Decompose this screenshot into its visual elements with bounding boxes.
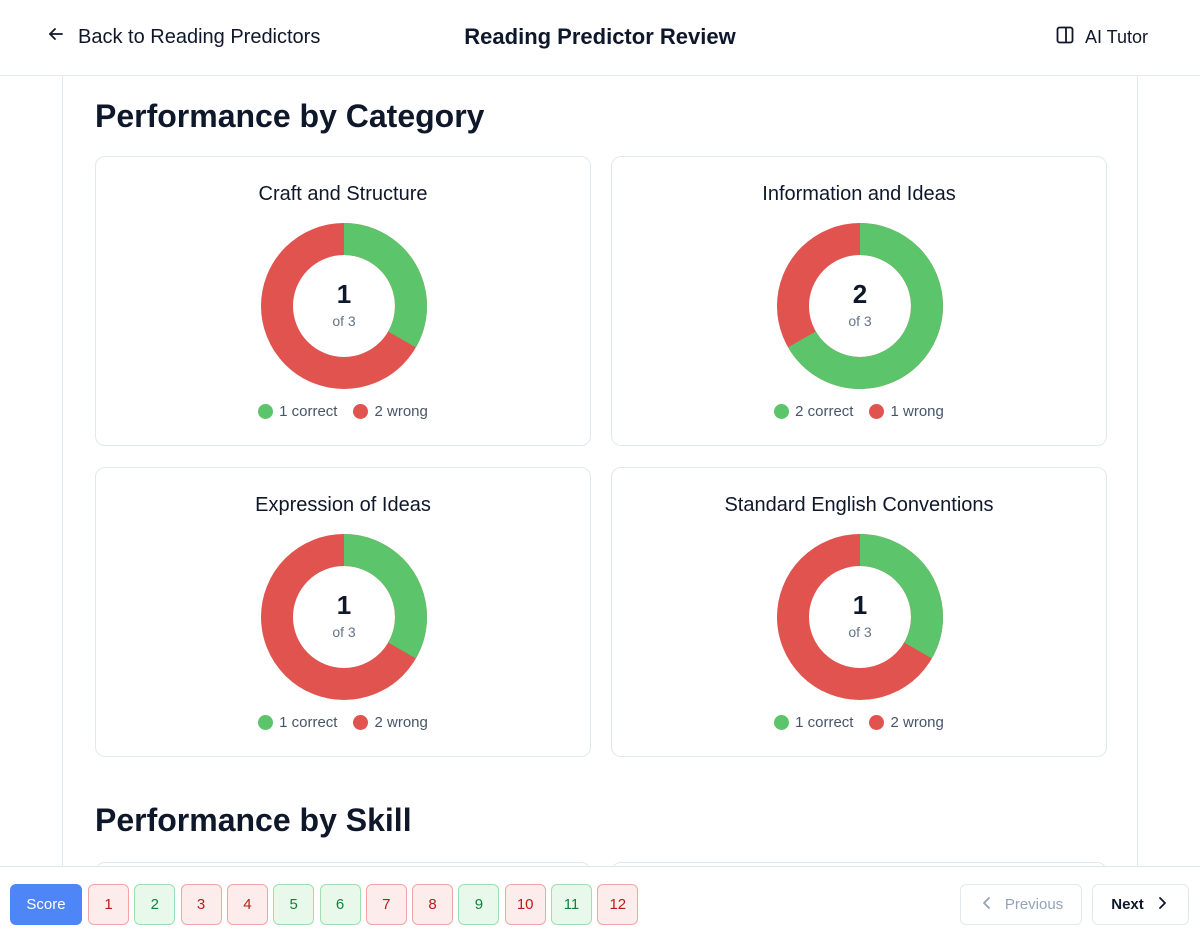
sidebar-panel-icon	[1055, 25, 1075, 50]
legend-correct-label: 1 correct	[279, 714, 338, 731]
wrong-dot-icon	[869, 404, 885, 419]
legend-wrong: 2 wrong	[353, 403, 428, 420]
donut-center-label: 2 of 3	[777, 279, 943, 329]
category-donut-chart: 2 of 3	[777, 223, 943, 389]
skill-section-title: Performance by Skill	[95, 802, 412, 838]
correct-count: 1	[852, 590, 868, 620]
donut-legend: 2 correct 1 wrong	[612, 403, 1106, 420]
legend-correct: 1 correct	[258, 714, 337, 731]
chevron-left-icon	[979, 895, 995, 915]
legend-wrong-label: 2 wrong	[890, 714, 944, 731]
donut-center-label: 1 of 3	[777, 590, 943, 640]
back-to-reading-predictors-link[interactable]: Back to Reading Predictors	[46, 22, 320, 52]
donut-legend: 1 correct 2 wrong	[612, 714, 1106, 731]
review-content[interactable]: Performance by Category Craft and Struct…	[62, 76, 1138, 866]
correct-dot-icon	[258, 715, 274, 730]
ai-tutor-button[interactable]: AI Tutor	[1055, 22, 1148, 52]
legend-correct-label: 1 correct	[795, 714, 854, 731]
question-button-5[interactable]: 5	[273, 884, 315, 925]
next-label: Next	[1111, 896, 1144, 913]
legend-correct-label: 2 correct	[795, 403, 854, 420]
legend-wrong: 1 wrong	[869, 403, 944, 420]
donut-correct-arc	[261, 534, 427, 700]
donut-legend: 1 correct 2 wrong	[96, 714, 590, 731]
previous-label: Previous	[1004, 896, 1064, 913]
question-button-6[interactable]: 6	[319, 884, 361, 925]
donut-center-label: 1 of 3	[261, 590, 427, 640]
legend-correct: 1 correct	[258, 403, 337, 420]
score-button[interactable]: Score	[10, 884, 82, 925]
question-button-10[interactable]: 10	[504, 884, 546, 925]
next-button[interactable]: Next	[1092, 884, 1189, 925]
arrow-left-icon	[46, 24, 66, 50]
wrong-dot-icon	[869, 715, 885, 730]
legend-correct: 2 correct	[774, 403, 853, 420]
donut-correct-arc	[261, 223, 427, 389]
category-card: Information and Ideas 2 of 3 2 correct 1 wro…	[611, 156, 1107, 446]
total-count-label: of 3	[848, 624, 872, 640]
question-button-9[interactable]: 9	[458, 884, 500, 925]
legend-wrong-label: 1 wrong	[890, 403, 944, 420]
legend-correct-label: 1 correct	[279, 403, 338, 420]
total-count-label: of 3	[332, 624, 356, 640]
correct-dot-icon	[774, 715, 790, 730]
legend-wrong: 2 wrong	[869, 714, 944, 731]
question-button-1[interactable]: 1	[88, 884, 129, 925]
back-link-label: Back to Reading Predictors	[78, 25, 321, 48]
category-donut-chart: 1 of 3	[777, 534, 943, 700]
question-button-12[interactable]: 12	[597, 884, 639, 925]
legend-wrong-label: 2 wrong	[374, 714, 428, 731]
question-navigator: Score 1 2 3 4 5 6 7 8 9 10 11 12 Previous Next	[0, 866, 1200, 932]
chevron-right-icon	[1154, 895, 1170, 915]
correct-dot-icon	[258, 404, 274, 419]
category-title: Expression of Ideas	[255, 494, 431, 516]
top-bar: Back to Reading Predictors Reading Predi…	[0, 0, 1200, 76]
ai-tutor-label: AI Tutor	[1084, 26, 1148, 47]
correct-count: 1	[336, 279, 352, 309]
category-card: Expression of Ideas 1 of 3 1 correct 2 wrong	[95, 467, 591, 757]
category-card: Standard English Conventions 1 of 3 1 corre…	[611, 467, 1107, 757]
wrong-dot-icon	[353, 404, 369, 419]
donut-correct-arc	[777, 534, 943, 700]
category-title: Standard English Conventions	[724, 494, 994, 516]
donut-legend: 1 correct 2 wrong	[96, 403, 590, 420]
previous-button[interactable]: Previous	[960, 884, 1082, 925]
legend-wrong: 2 wrong	[353, 714, 428, 731]
total-count-label: of 3	[332, 313, 356, 329]
question-button-8[interactable]: 8	[412, 884, 454, 925]
category-donut-chart: 1 of 3	[261, 223, 427, 389]
category-title: Craft and Structure	[258, 183, 428, 205]
question-button-2[interactable]: 2	[134, 884, 176, 925]
category-donut-chart: 1 of 3	[261, 534, 427, 700]
question-button-4[interactable]: 4	[226, 884, 268, 925]
correct-count: 2	[852, 279, 868, 309]
donut-center-label: 1 of 3	[261, 279, 427, 329]
legend-wrong-label: 2 wrong	[374, 403, 428, 420]
correct-dot-icon	[774, 404, 790, 419]
wrong-dot-icon	[353, 715, 369, 730]
question-button-11[interactable]: 11	[551, 884, 592, 925]
total-count-label: of 3	[848, 313, 872, 329]
correct-count: 1	[336, 590, 352, 620]
donut-correct-arc	[777, 223, 943, 389]
question-button-7[interactable]: 7	[365, 884, 407, 925]
question-button-3[interactable]: 3	[180, 884, 222, 925]
category-title: Information and Ideas	[762, 183, 956, 205]
category-section-title: Performance by Category	[95, 98, 485, 134]
category-card: Craft and Structure 1 of 3 1 correct 2 wrong	[95, 156, 591, 446]
legend-correct: 1 correct	[774, 714, 853, 731]
